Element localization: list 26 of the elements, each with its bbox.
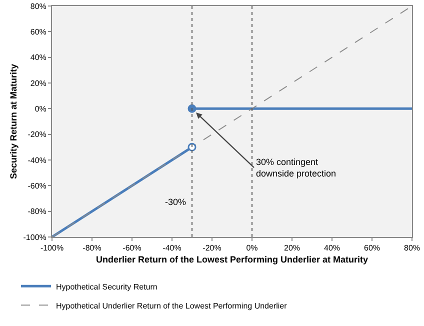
- x-tick-label: 80%: [404, 244, 420, 253]
- legend-label: Hypothetical Security Return: [56, 282, 158, 292]
- legend-label: Hypothetical Underlier Return of the Lowest Performing Underlier: [56, 301, 288, 310]
- y-tick-label: 20%: [30, 78, 46, 88]
- x-tick-label: 0%: [246, 244, 258, 253]
- x-tick-label: -100%: [40, 244, 64, 253]
- y-tick-label: -100%: [23, 232, 46, 242]
- y-tick-label: -40%: [28, 156, 46, 165]
- x-tick-label: 60%: [364, 244, 380, 253]
- x-tick-label: 40%: [324, 244, 340, 253]
- x-tick-label: -40%: [162, 244, 182, 253]
- y-tick-label: -60%: [28, 181, 46, 190]
- y-tick-label: -20%: [28, 130, 46, 140]
- x-tick-label: -80%: [82, 244, 102, 253]
- y-tick-label: 80%: [30, 2, 46, 11]
- x-tick-label: -60%: [122, 244, 142, 253]
- y-tick-label: -80%: [28, 207, 46, 216]
- x-axis-title: Underlier Return of the Lowest Performing Underlier at Maturity: [96, 254, 368, 264]
- ref-line-label: -30%: [165, 197, 186, 207]
- y-axis-title: Security Return at Maturity: [8, 64, 19, 180]
- annotation: 30% contingent downside protection: [256, 157, 336, 179]
- y-tick-label: 40%: [30, 53, 46, 62]
- x-tick-label: -20%: [202, 244, 222, 253]
- y-tick-label: 60%: [30, 27, 46, 36]
- x-tick-label: 20%: [284, 244, 300, 253]
- y-tick-label: 0%: [34, 104, 46, 114]
